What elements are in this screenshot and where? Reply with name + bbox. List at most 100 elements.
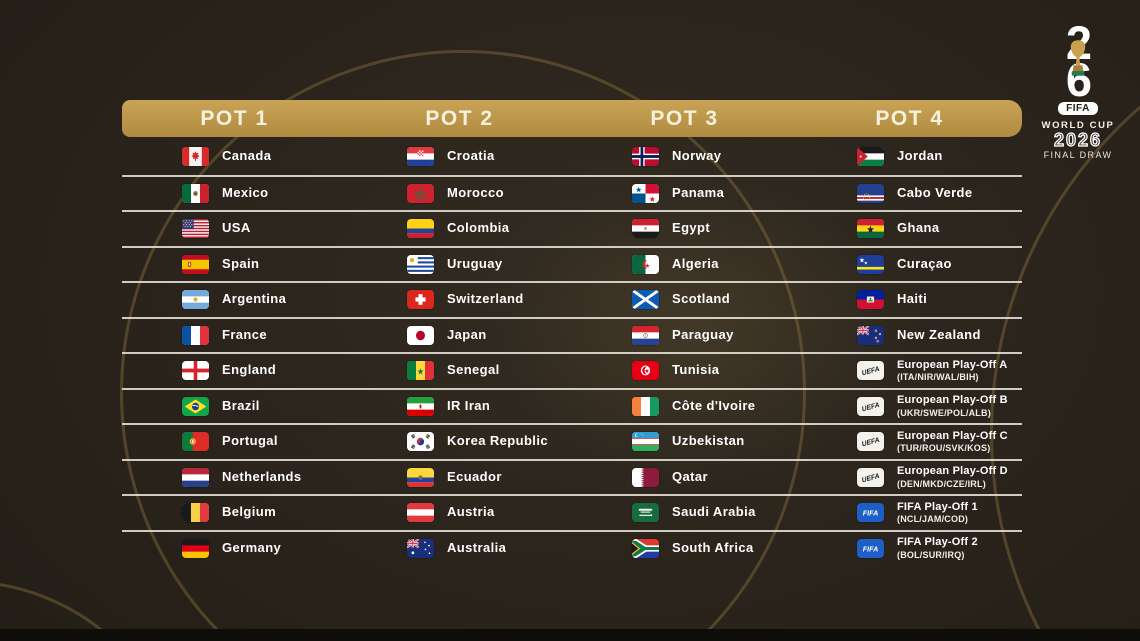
trophy-icon <box>1066 39 1091 80</box>
flag-egypt-icon <box>632 219 659 239</box>
team-row: Belgium Austria Saudi Arabia FIFA FIFA P… <box>122 494 1022 530</box>
team-row: Portugal Korea Republic Uzbekistan UEFA … <box>122 423 1022 459</box>
pot-header-bar: POT 1 POT 2 POT 3 POT 4 <box>122 100 1022 137</box>
flag-curacao-icon <box>857 254 884 274</box>
team-cell: Senegal <box>347 354 572 388</box>
flag-croatia-icon <box>407 147 434 167</box>
team-cell: England <box>122 354 347 388</box>
team-cell: Croatia <box>347 139 572 175</box>
team-playoff-teams: (UKR/SWE/POL/ALB) <box>897 407 991 418</box>
team-cell: Austria <box>347 496 572 530</box>
flag-fifa-icon: FIFA <box>857 538 884 558</box>
flag-saudiarabia-icon <box>632 503 659 523</box>
team-row: Spain Uruguay Algeria Curaçao <box>122 245 1022 282</box>
draw-pots-table: POT 1 POT 2 POT 3 POT 4 Canada Croatia Norw… <box>122 100 1022 565</box>
pot-header-1: POT 1 <box>200 106 269 130</box>
team-cell: Ecuador <box>347 461 572 495</box>
svg-text:UEFA: UEFA <box>861 366 880 378</box>
team-cell: FIFA FIFA Play-Off 2 (BOL/SUR/IRQ) <box>797 532 1022 566</box>
team-cell: Côte d'Ivoire <box>572 390 797 424</box>
flag-scotland-icon <box>632 290 659 310</box>
team-cell: Jordan <box>797 139 1022 175</box>
flag-canada-icon <box>182 147 209 167</box>
team-cell: UEFA European Play-Off C (TUR/ROU/SVK/KO… <box>797 425 1022 459</box>
team-cell: UEFA European Play-Off D (DEN/MKD/CZE/IR… <box>797 461 1022 495</box>
team-playoff-teams: (DEN/MKD/CZE/IRL) <box>897 478 986 489</box>
team-name: IR Iran <box>447 397 491 413</box>
team-cell: Saudi Arabia <box>572 496 797 530</box>
team-name: Saudi Arabia <box>672 504 756 520</box>
team-cell: Panama <box>572 177 797 211</box>
flag-netherlands-icon <box>182 467 209 487</box>
logo-digits: 2 6 <box>1038 19 1118 103</box>
pot-header-4: POT 4 <box>875 106 944 130</box>
team-name: England <box>222 362 277 378</box>
flag-austria-icon <box>407 503 434 523</box>
team-row: Germany Australia South Africa FIFA FIFA… <box>122 529 1022 566</box>
team-name: European Play-Off A <box>897 358 1008 371</box>
svg-text:FIFA: FIFA <box>863 544 879 553</box>
team-name: Uruguay <box>447 255 503 271</box>
team-cell: Algeria <box>572 248 797 282</box>
flag-qatar-icon <box>632 467 659 487</box>
team-cell: Uzbekistan <box>572 425 797 459</box>
team-name: Canada <box>222 148 272 164</box>
team-cell: Portugal <box>122 425 347 459</box>
team-name: Belgium <box>222 504 277 520</box>
svg-text:UEFA: UEFA <box>861 402 880 414</box>
flag-cotedivoire-icon <box>632 396 659 416</box>
flag-colombia-icon <box>407 219 434 239</box>
team-name: Haiti <box>897 291 928 307</box>
team-name: Spain <box>222 255 260 271</box>
fifa-badge: FIFA <box>1058 102 1098 115</box>
team-cell: Netherlands <box>122 461 347 495</box>
flag-iran-icon <box>407 396 434 416</box>
team-name: Ghana <box>897 220 940 236</box>
team-cell: Paraguay <box>572 319 797 353</box>
pot-header-2: POT 2 <box>425 106 494 130</box>
flag-jordan-icon <box>857 147 884 167</box>
team-playoff-teams: (ITA/NIR/WAL/BIH) <box>897 372 979 383</box>
team-name: Australia <box>447 539 507 555</box>
logo-final-draw-text: FINAL DRAW <box>1043 149 1113 160</box>
pot-rows: Canada Croatia Norway Jordan Mexico Moro… <box>122 139 1022 565</box>
team-name: Argentina <box>222 291 287 307</box>
flag-mexico-icon <box>182 183 209 203</box>
team-playoff-teams: (NCL/JAM/COD) <box>897 514 969 525</box>
flag-panama-icon <box>632 183 659 203</box>
team-name: European Play-Off C <box>897 429 1008 442</box>
team-cell: Argentina <box>122 283 347 317</box>
flag-australia-icon <box>407 538 434 558</box>
team-row: Argentina Switzerland Scotland Haiti <box>122 281 1022 317</box>
team-cell: New Zealand <box>797 319 1022 353</box>
team-cell: Ghana <box>797 212 1022 246</box>
flag-england-icon <box>182 361 209 381</box>
team-name: Switzerland <box>447 291 524 307</box>
flag-paraguay-icon <box>632 325 659 345</box>
team-cell: USA <box>122 212 347 246</box>
flag-southafrica-icon <box>632 538 659 558</box>
svg-text:UEFA: UEFA <box>861 473 880 485</box>
flag-france-icon <box>182 325 209 345</box>
team-row: England Senegal Tunisia UEFA European Pl… <box>122 352 1022 388</box>
world-cup-2026-logo: 2 6 FIFA WORLD CUP 2026 FINAL DRAW <box>1038 19 1118 160</box>
flag-algeria-icon <box>632 254 659 274</box>
flag-uefa-icon: UEFA <box>857 432 884 452</box>
team-name: European Play-Off B <box>897 394 1008 407</box>
team-name: Netherlands <box>222 468 302 484</box>
flag-newzealand-icon <box>857 325 884 345</box>
flag-spain-icon <box>182 254 209 274</box>
team-name: FIFA Play-Off 2 <box>897 536 978 549</box>
team-cell: France <box>122 319 347 353</box>
team-name: Qatar <box>672 468 708 484</box>
team-cell: Spain <box>122 248 347 282</box>
flag-uefa-icon: UEFA <box>857 396 884 416</box>
team-cell: Canada <box>122 139 347 175</box>
flag-belgium-icon <box>182 503 209 523</box>
bottom-edge-strip <box>0 629 1140 641</box>
team-name: Korea Republic <box>447 433 548 449</box>
team-cell: Haiti <box>797 283 1022 317</box>
logo-world-cup-text: WORLD CUP <box>1041 120 1115 131</box>
flag-brazil-icon <box>182 396 209 416</box>
